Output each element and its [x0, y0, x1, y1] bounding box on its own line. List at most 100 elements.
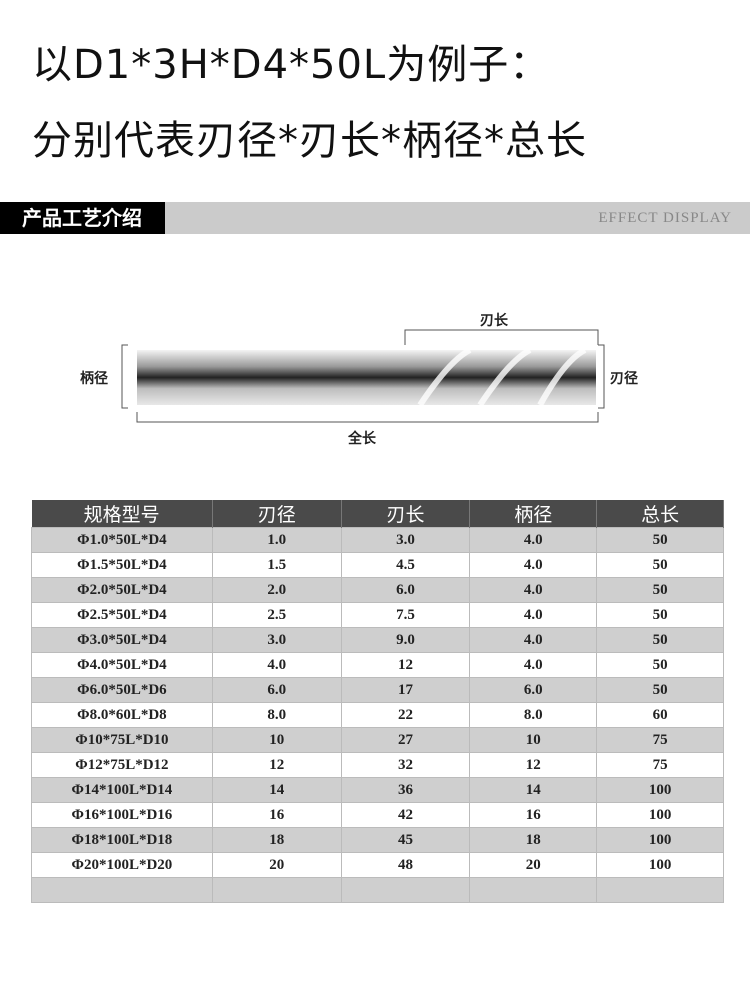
table-cell: 75 [596, 752, 724, 778]
table-cell: 50 [596, 652, 724, 678]
table-cell: 2.5 [211, 602, 342, 628]
table-cell [469, 877, 598, 903]
label-cut-dia: 刃径 [610, 371, 638, 387]
column-header: 柄径 [469, 500, 598, 528]
table-row: Φ8.0*60L*D8 8.0 22 8.0 60 [31, 702, 724, 728]
label-shank-dia: 柄径 [80, 371, 108, 387]
table-cell: Φ2.5*50L*D4 [31, 602, 213, 628]
table-cell: 9.0 [340, 627, 471, 653]
table-cell: 100 [596, 852, 724, 878]
table-row: Φ18*100L*D18 18 45 18 100 [31, 827, 724, 853]
table-cell: 45 [340, 827, 471, 853]
table-cell: 50 [596, 602, 724, 628]
table-cell: Φ1.5*50L*D4 [31, 552, 213, 578]
table-cell: 32 [340, 752, 471, 778]
table-cell: 50 [596, 677, 724, 703]
table-cell: 60 [596, 702, 724, 728]
column-header: 刃径 [212, 500, 342, 528]
table-cell: 10 [211, 727, 342, 753]
table-cell: Φ2.0*50L*D4 [31, 577, 213, 603]
spec-table: 规格型号 刃径 刃长 柄径 总长 Φ1.0*50L*D4 1.0 3.0 4.0 50 Φ1.5*… [31, 500, 724, 903]
table-cell: 4.0 [211, 652, 342, 678]
table-cell: 18 [469, 827, 598, 853]
table-cell: 50 [596, 552, 724, 578]
table-cell: 10 [469, 727, 598, 753]
table-row: Φ6.0*50L*D6 6.0 17 6.0 50 [31, 677, 724, 703]
table-cell: 16 [469, 802, 598, 828]
table-cell: 27 [340, 727, 471, 753]
table-cell: 8.0 [469, 702, 598, 728]
table-cell: Φ1.0*50L*D4 [31, 527, 213, 553]
table-cell [211, 877, 342, 903]
table-cell: 4.5 [340, 552, 471, 578]
table-row: Φ1.0*50L*D4 1.0 3.0 4.0 50 [31, 527, 724, 553]
table-row: Φ12*75L*D12 12 32 12 75 [31, 752, 724, 778]
table-cell: 4.0 [469, 552, 598, 578]
heading-line-1: 以D1*3H*D4*50L为例子： [32, 42, 551, 88]
table-cell: Φ4.0*50L*D4 [31, 652, 213, 678]
table-cell: Φ10*75L*D10 [31, 727, 213, 753]
column-header: 规格型号 [31, 500, 213, 528]
table-cell: Φ12*75L*D12 [31, 752, 213, 778]
table-cell: Φ18*100L*D18 [31, 827, 213, 853]
table-cell: Φ14*100L*D14 [31, 777, 213, 803]
flute-len-bracket [404, 329, 599, 345]
end-mill-diagram [121, 329, 605, 423]
table-cell: Φ6.0*50L*D6 [31, 677, 213, 703]
table-cell: 75 [596, 727, 724, 753]
table-cell: 50 [596, 527, 724, 553]
table-cell: 12 [211, 752, 342, 778]
table-cell: 50 [596, 577, 724, 603]
table-row [31, 877, 724, 903]
cut-dia-bracket [598, 344, 605, 409]
table-row: Φ20*100L*D20 20 48 20 100 [31, 852, 724, 878]
table-cell [340, 877, 471, 903]
heading-line-2: 分别代表刃径*刃长*柄径*总长 [32, 118, 587, 164]
table-cell: 12 [469, 752, 598, 778]
table-cell: 7.5 [340, 602, 471, 628]
table-cell: 6.0 [211, 677, 342, 703]
table-cell: Φ16*100L*D16 [31, 802, 213, 828]
table-cell: 4.0 [469, 627, 598, 653]
table-cell: 36 [340, 777, 471, 803]
label-flute-len: 刃长 [480, 313, 508, 329]
table-cell: 50 [596, 627, 724, 653]
table-cell: 4.0 [469, 602, 598, 628]
table-row: Φ3.0*50L*D4 3.0 9.0 4.0 50 [31, 627, 724, 653]
table-cell: 14 [469, 777, 598, 803]
table-row: Φ4.0*50L*D4 4.0 12 4.0 50 [31, 652, 724, 678]
table-cell: 100 [596, 777, 724, 803]
table-cell: Φ3.0*50L*D4 [31, 627, 213, 653]
table-cell: 6.0 [469, 677, 598, 703]
column-header: 总长 [596, 500, 724, 528]
table-cell: 20 [469, 852, 598, 878]
column-header: 刃长 [341, 500, 471, 528]
table-cell: 4.0 [469, 577, 598, 603]
table-row: Φ16*100L*D16 16 42 16 100 [31, 802, 724, 828]
label-total-len: 全长 [348, 431, 376, 447]
table-cell: 18 [211, 827, 342, 853]
table-cell: 3.0 [211, 627, 342, 653]
table-cell [596, 877, 724, 903]
table-cell: 48 [340, 852, 471, 878]
table-row: Φ2.0*50L*D4 2.0 6.0 4.0 50 [31, 577, 724, 603]
table-cell: 4.0 [469, 652, 598, 678]
table-cell: 100 [596, 802, 724, 828]
flutes [385, 350, 596, 405]
table-cell: 100 [596, 827, 724, 853]
table-cell: 17 [340, 677, 471, 703]
section-title: 产品工艺介绍 [0, 202, 165, 234]
table-cell: 6.0 [340, 577, 471, 603]
section-bar: 产品工艺介绍 EFFECT DISPLAY [0, 202, 750, 234]
table-cell [31, 877, 213, 903]
table-cell: 42 [340, 802, 471, 828]
table-row: Φ2.5*50L*D4 2.5 7.5 4.0 50 [31, 602, 724, 628]
table-cell: 1.0 [211, 527, 342, 553]
total-len-bracket [136, 412, 599, 423]
table-row: Φ10*75L*D10 10 27 10 75 [31, 727, 724, 753]
table-cell: 22 [340, 702, 471, 728]
shank-dia-bracket [121, 344, 128, 409]
table-cell: 16 [211, 802, 342, 828]
table-cell: 14 [211, 777, 342, 803]
table-row: Φ1.5*50L*D4 1.5 4.5 4.0 50 [31, 552, 724, 578]
